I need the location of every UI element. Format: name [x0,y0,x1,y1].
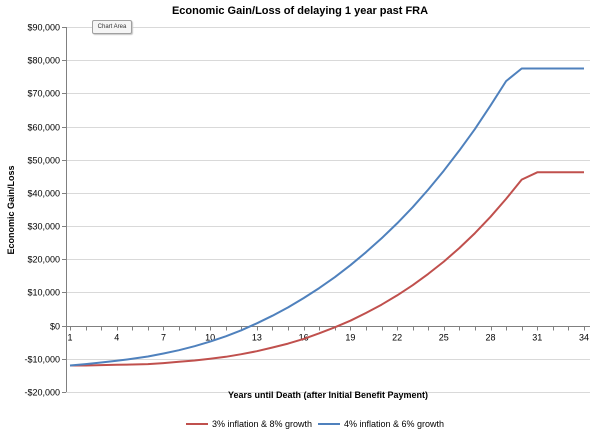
x-tick-label: 13 [252,333,262,343]
legend-label-2: 4% inflation & 6% growth [344,419,444,429]
legend-label-1: 3% inflation & 8% growth [212,419,312,429]
series-line-1 [70,171,584,367]
y-tick-label: $90,000 [27,23,60,33]
legend: 3% inflation & 8% growth 4% inflation & 6… [186,419,444,429]
x-tick-label: 25 [439,333,449,343]
x-tick-label: 34 [579,333,589,343]
y-tick-label: $40,000 [27,189,60,199]
y-tick-label: $50,000 [27,156,60,166]
y-tick-label: -$10,000 [24,355,60,365]
x-tick-label: 10 [205,333,215,343]
x-tick-label: 7 [161,333,166,343]
y-tick-label: $70,000 [27,89,60,99]
x-tick-label: 19 [345,333,355,343]
series-lines [69,67,584,367]
x-tick-label: 16 [299,333,309,343]
y-tick-label: $20,000 [27,255,60,265]
y-tick-label: $60,000 [27,123,60,133]
y-tick-label: $0 [50,322,60,332]
x-tick-label: 31 [532,333,542,343]
chart-area-tooltip: Chart Area [92,20,132,34]
gridlines [66,27,590,393]
axes: -$20,000 -$10,000 $0 $10,000 $20,000 $30,000 $… [24,23,590,398]
chart-title: Economic Gain/Loss of delaying 1 year pa… [172,5,428,17]
series-line-2 [69,67,584,367]
x-axis-label: Years until Death (after Initial Benefit… [228,390,428,400]
y-tick-label: $80,000 [27,56,60,66]
y-tick-label: -$20,000 [24,388,60,398]
x-tick-label: 1 [67,333,72,343]
x-tick-label: 28 [486,333,496,343]
y-tick-label: $10,000 [27,288,60,298]
y-axis-label: Economic Gain/Loss [6,165,16,254]
y-tick-label: $30,000 [27,222,60,232]
x-tick-label: 4 [114,333,119,343]
x-tick-label: 22 [392,333,402,343]
